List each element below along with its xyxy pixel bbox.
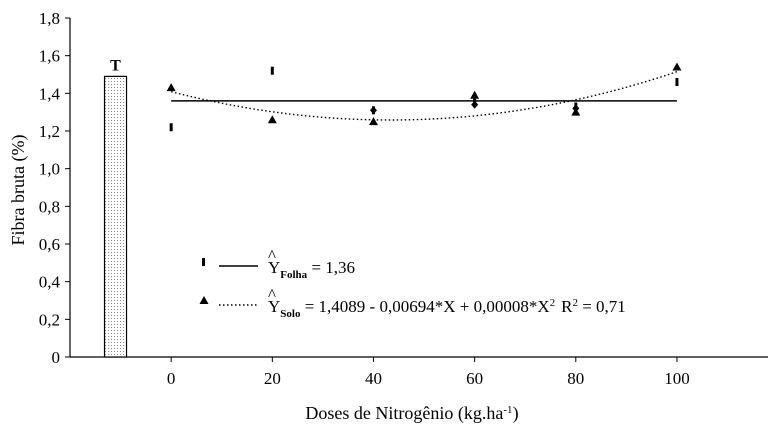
legend-marker-triangle [200, 296, 209, 304]
point-folha [675, 78, 678, 86]
reference-bar-group: T [105, 57, 127, 357]
reference-bar-label: T [110, 57, 121, 74]
y-tick-label: 1,0 [39, 160, 60, 179]
x-tick-label: 100 [664, 369, 690, 388]
point-folha [271, 67, 274, 75]
y-tick-label: 1,6 [39, 47, 60, 66]
x-tick-label: 20 [264, 369, 281, 388]
point-solo [470, 91, 479, 99]
legend-entry-solo: ^ YSolo = 1,4089 - 0,00694*X + 0,00008*X… [200, 285, 626, 320]
point-diamond [471, 101, 478, 109]
x-tick-label: 0 [167, 369, 176, 388]
point-diamond [572, 104, 579, 112]
y-tick-label: 1,2 [39, 122, 60, 141]
point-solo [369, 117, 378, 125]
point-solo [268, 115, 277, 123]
y-tick-label: 1,8 [39, 9, 60, 28]
legend-marker-dash [202, 258, 205, 266]
x-tick-label: 40 [365, 369, 382, 388]
y-tick-label: 0,4 [39, 273, 61, 292]
fit-lines [171, 72, 677, 120]
y-tick-label: 0,8 [39, 197, 60, 216]
x-tick-label: 80 [567, 369, 584, 388]
reference-bar [105, 76, 127, 357]
x-tick-label: 60 [466, 369, 483, 388]
y-tick-label: 0,2 [39, 310, 60, 329]
y-axis-title: Fibra bruta (%) [8, 135, 29, 246]
point-solo [167, 83, 176, 91]
y-tick-label: 1,4 [39, 84, 61, 103]
y-tick-label: 0 [52, 348, 61, 367]
y-tick-label: 0,6 [39, 235, 60, 254]
x-axis-title: Doses de Nitrogênio (kg.ha-1) [305, 403, 518, 424]
data-points [167, 62, 682, 131]
legend: ^ YFolha = 1,36 ^ YSolo = 1,4089 - 0,006… [200, 246, 626, 320]
legend-text-folha: YFolha = 1,36 [268, 258, 355, 281]
x-axis-ticks: 0 20 40 60 80 100 [167, 357, 690, 388]
point-folha [170, 123, 173, 131]
point-solo [672, 62, 681, 70]
legend-entry-folha: ^ YFolha = 1,36 [202, 246, 355, 281]
fit-curve-solo [171, 72, 677, 120]
point-diamond [370, 106, 377, 114]
y-axis-ticks: 0 0,2 0,4 0,6 0,8 1,0 1,2 1,4 1,6 1,8 [39, 9, 70, 367]
legend-text-solo: YSolo = 1,4089 - 0,00694*X + 0,00008*X2 R… [268, 297, 626, 320]
